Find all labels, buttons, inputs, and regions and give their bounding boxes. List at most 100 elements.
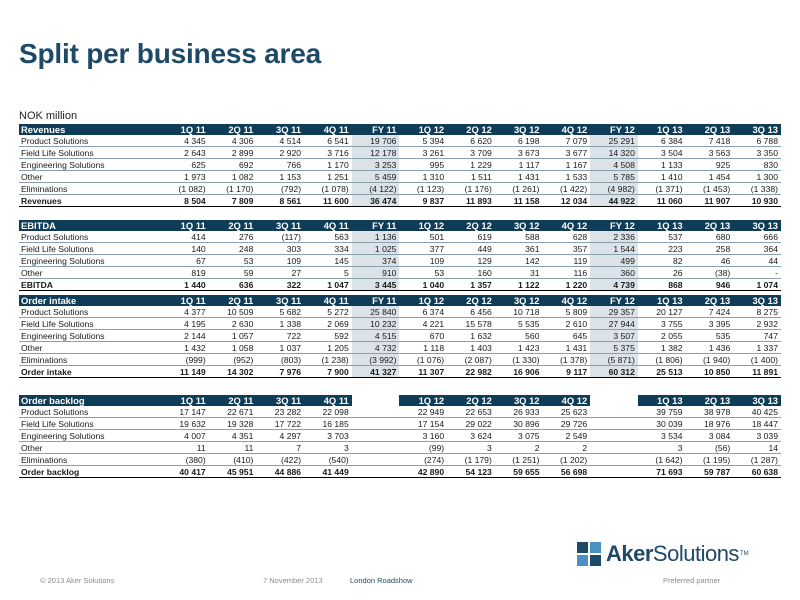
table-cell: 258 [685,242,734,255]
table-cell: 3 703 [304,429,352,442]
table-cell: 4 739 [590,278,638,291]
row-label: Field Life Solutions [19,242,161,255]
table-cell: 10 930 [733,194,781,207]
table-cell: 1Q 13 [637,220,686,231]
table-row: Field Life Solutions 19 632 19 328 17 722 16… [19,417,781,430]
table-cell: 3 084 [685,429,734,442]
logo-text: AkerSolutions [606,541,739,567]
table-cell: FY 12 [590,295,638,306]
table-cell: 1 533 [542,170,591,183]
table-row: Product Solutions 4 345 4 306 4 514 6 541 19 … [19,135,781,147]
table-cell: 364 [733,242,781,255]
table-cell: 22 098 [304,406,352,418]
table-cell: 1Q 11 [161,395,209,406]
table-cell: 53 [208,254,257,267]
table-cell: 2Q 13 [685,124,734,135]
table-cell: 12 178 [351,146,400,159]
table-cell: 5 375 [590,341,638,354]
table-cell: FY 12 [590,220,638,231]
table-cell: 4 508 [590,158,638,171]
table-cell: 357 [542,242,591,255]
row-label: Eliminations [19,353,161,366]
footer-tagline: Preferred partner [663,576,721,585]
table-cell: 5 535 [494,317,543,330]
table-cell: 10 850 [685,365,734,378]
table-cell: (274) [399,453,448,466]
table-cell: 3Q 11 [256,395,305,406]
row-label: Product Solutions [19,135,161,147]
table-cell: 1 153 [256,170,305,183]
table-cell: (4 982) [590,182,638,195]
row-label: Engineering Solutions [19,158,161,171]
table-cell: 4 514 [256,135,305,147]
table-cell: (803) [256,353,305,366]
table-cell: 119 [542,254,591,267]
table-cell: 116 [542,266,591,279]
table-cell: 11 891 [733,365,781,378]
table-cell: 3 624 [447,429,495,442]
table-cell: (1 170) [208,182,257,195]
table-row: Product Solutions 4 377 10 509 5 682 5 272 25… [19,306,781,318]
table-cell: 1 251 [304,170,352,183]
table-cell [590,417,638,430]
table-cell [351,453,400,466]
table-cell [590,453,638,466]
row-label: Other [19,170,161,183]
table-cell: 11 [161,441,209,454]
table-cell: 3Q 12 [494,295,543,306]
table-row: Engineering Solutions 2 144 1 057 722 592 4 5… [19,329,781,342]
table-row: Other 1 432 1 058 1 037 1 205 4 732 1 118 1 403… [19,341,781,354]
table-cell: 1Q 13 [637,295,686,306]
table-cell: 109 [399,254,448,267]
table-cell: FY 12 [590,124,638,135]
table-row: Eliminations (999) (952) (803) (1 238) (3 992… [19,353,781,366]
table-cell: 1 136 [351,231,400,243]
table-cell: 12 034 [542,194,591,207]
table-cell: 4 351 [208,429,257,442]
table-cell: 8 561 [256,194,305,207]
row-label: Revenues [19,194,161,207]
row-label: Other [19,341,161,354]
table-cell: 636 [208,278,257,291]
table-cell: 946 [685,278,734,291]
table-cell: 1 037 [256,341,305,354]
table-cell: 22 982 [447,365,495,378]
table-cell: 3 [304,441,352,454]
table-cell [590,441,638,454]
table-cell: (1 453) [685,182,734,195]
table-cell: 2 336 [590,231,638,243]
table-cell: 449 [447,242,495,255]
table-cell: 14 320 [590,146,638,159]
table-cell: (792) [256,182,305,195]
table-cell: 1 310 [399,170,448,183]
table-cell: 7 079 [542,135,591,147]
table-cell: (1 378) [542,353,591,366]
table-cell: 19 706 [351,135,400,147]
table-cell: 39 759 [637,406,686,418]
table-row: Engineering Solutions 625 692 766 1 170 3 253… [19,158,781,171]
table-cell: 11 600 [304,194,352,207]
table-cell: 4Q 11 [304,295,352,306]
table-cell: 747 [733,329,781,342]
table-cell: 30 039 [637,417,686,430]
table-cell: 3Q 13 [733,220,781,231]
table-cell: (999) [161,353,209,366]
table-cell: (56) [685,441,734,454]
table-cell: (2 087) [447,353,495,366]
table-cell: 40 417 [161,465,209,478]
table-cell: 6 198 [494,135,543,147]
table-row: Engineering Solutions 67 53 109 145 374 109 129… [19,254,781,267]
table-cell: 2Q 12 [447,295,495,306]
table-cell: 1 337 [733,341,781,354]
table-cell: 17 147 [161,406,209,418]
table-cell: (1 238) [304,353,352,366]
row-label: EBITDA [19,278,161,291]
table-cell: 25 840 [351,306,400,318]
row-label: Field Life Solutions [19,317,161,330]
table-cell: 145 [304,254,352,267]
table-cell: 819 [161,266,209,279]
table-cell: 4Q 12 [542,220,591,231]
table-cell: 1Q 13 [637,395,686,406]
table-cell: (380) [161,453,209,466]
table-cell [590,429,638,442]
